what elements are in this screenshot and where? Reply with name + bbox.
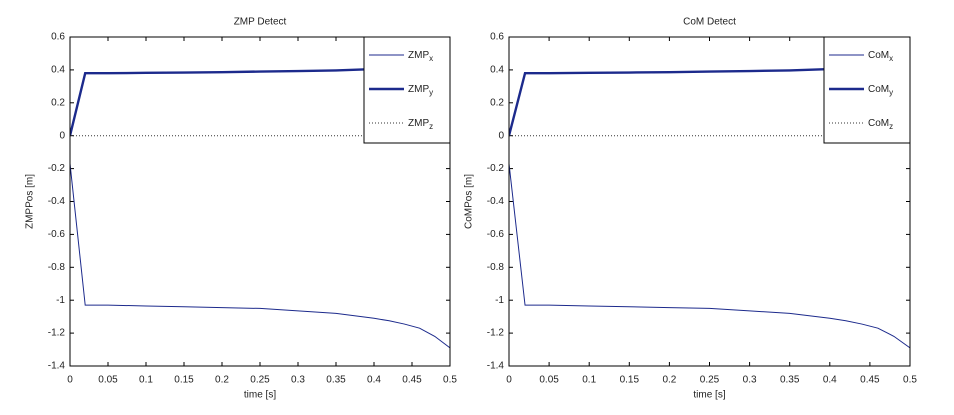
y-tick-label: -0.8 — [48, 262, 66, 273]
y-tick-label: 0.6 — [51, 32, 65, 43]
x-tick-label: 0.3 — [291, 375, 305, 386]
x-tick-label: 0.45 — [402, 375, 422, 386]
y-tick-label: 0.4 — [51, 65, 65, 76]
y-axis-label: ZMPPos [m] — [25, 174, 36, 229]
y-tick-label: -0.6 — [48, 229, 66, 240]
x-axis-label: time [s] — [244, 390, 276, 401]
y-tick-label: 0.2 — [490, 97, 504, 108]
x-tick-label: 0.3 — [743, 375, 757, 386]
x-tick-label: 0.1 — [139, 375, 153, 386]
y-tick-label: -0.4 — [487, 196, 505, 207]
series-line — [70, 163, 451, 349]
y-tick-label: -0.8 — [487, 262, 505, 273]
legend-label: CoMx — [868, 50, 893, 63]
y-tick-label: 0 — [498, 130, 504, 141]
x-tick-label: 0.05 — [539, 375, 559, 386]
legend-label: ZMPx — [408, 50, 433, 63]
y-tick-label: -0.2 — [487, 163, 505, 174]
x-tick-label: 0.2 — [215, 375, 229, 386]
y-tick-label: 0.4 — [490, 65, 504, 76]
x-tick-label: 0.4 — [367, 375, 381, 386]
y-tick-label: -1 — [56, 295, 65, 306]
chart-title: CoM Detect — [683, 17, 736, 28]
x-axis-label: time [s] — [693, 390, 725, 401]
x-tick-label: 0.45 — [860, 375, 880, 386]
x-tick-label: 0 — [67, 375, 73, 386]
y-tick-label: -1.4 — [48, 361, 66, 372]
x-tick-label: 0.5 — [443, 375, 457, 386]
x-tick-label: 0.35 — [326, 375, 346, 386]
chart-title: ZMP Detect — [234, 17, 287, 28]
legend-label: CoMz — [868, 118, 893, 131]
y-tick-label: 0.6 — [490, 32, 504, 43]
x-tick-label: 0.35 — [780, 375, 800, 386]
y-tick-label: -1.2 — [487, 328, 505, 339]
y-tick-label: -0.4 — [48, 196, 66, 207]
x-tick-label: 0.1 — [582, 375, 596, 386]
axes-frame — [69, 36, 451, 367]
x-tick-label: 0.25 — [700, 375, 720, 386]
y-axis-label: CoMPos [m] — [464, 174, 475, 229]
x-tick-label: 0.05 — [98, 375, 118, 386]
x-tick-label: 0 — [506, 375, 512, 386]
legend-label: ZMPz — [408, 118, 433, 131]
y-tick-label: -1.4 — [487, 361, 505, 372]
y-tick-label: -0.6 — [487, 229, 505, 240]
series-line — [509, 163, 911, 349]
x-tick-label: 0.2 — [662, 375, 676, 386]
axes-frame — [508, 36, 911, 367]
x-tick-label: 0.5 — [903, 375, 917, 386]
x-tick-label: 0.25 — [250, 375, 270, 386]
y-tick-label: -0.2 — [48, 163, 66, 174]
y-tick-label: 0.2 — [51, 97, 65, 108]
legend-label: CoMy — [868, 84, 893, 97]
x-tick-label: 0.4 — [823, 375, 837, 386]
x-tick-label: 0.15 — [620, 375, 640, 386]
y-tick-label: 0 — [59, 130, 65, 141]
y-tick-label: -1.2 — [48, 328, 66, 339]
y-tick-label: -1 — [495, 295, 504, 306]
x-tick-label: 0.15 — [174, 375, 194, 386]
legend-label: ZMPy — [408, 84, 433, 97]
